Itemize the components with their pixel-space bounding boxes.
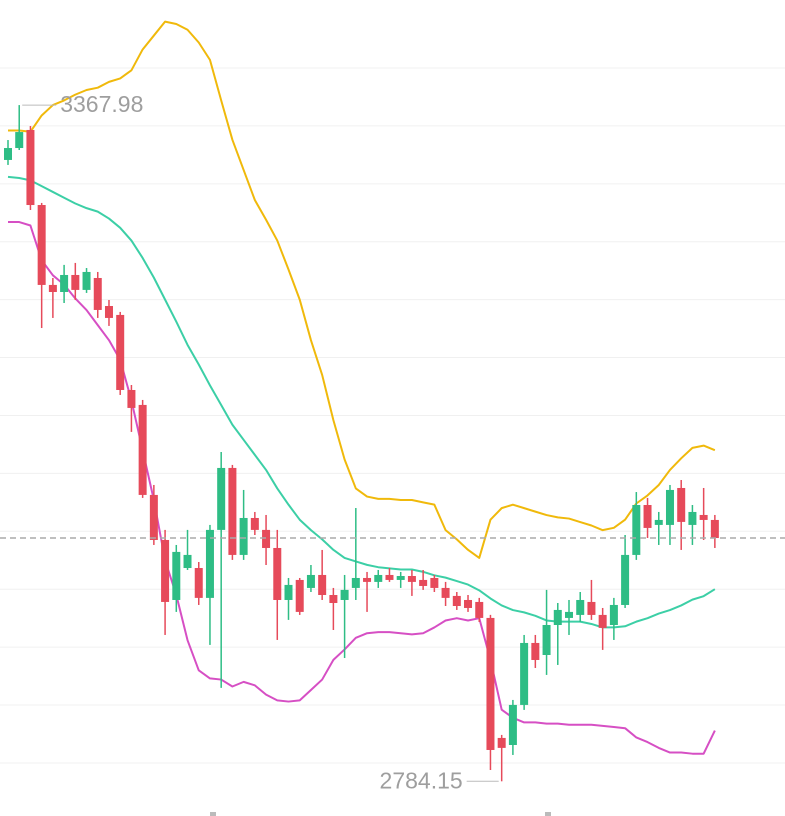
candle-body (26, 129, 35, 206)
candle-body (161, 539, 170, 602)
candle-body (205, 529, 214, 598)
band-line (8, 20, 716, 559)
candle-body (194, 568, 203, 598)
candle-body (486, 617, 495, 750)
candle-body (576, 599, 585, 615)
candle-body (520, 642, 529, 705)
candle-body (306, 574, 315, 588)
candle-body (239, 517, 248, 555)
candle-body (340, 589, 349, 600)
candle-body (37, 205, 46, 285)
candle-body (542, 625, 551, 656)
candle-body (228, 467, 237, 555)
candle-body (452, 595, 461, 607)
candle-body (632, 505, 641, 555)
candles (4, 105, 719, 782)
candle-body (116, 314, 125, 390)
candle-body (643, 505, 652, 528)
candle-body (363, 577, 372, 582)
candle-body (654, 519, 663, 525)
candle-body (565, 611, 573, 618)
candle-body (93, 277, 102, 310)
candle-body (531, 642, 540, 660)
candle-body (430, 577, 439, 588)
candle-body (407, 576, 416, 582)
candle-body (553, 609, 562, 626)
candle-body (587, 601, 596, 615)
min-label: 2784.15 (380, 767, 463, 793)
annotations: 3367.98 2784.15 (0, 91, 785, 793)
candle-body (710, 519, 719, 539)
candle-body (318, 574, 327, 596)
candle-body (464, 599, 473, 608)
candle-body (149, 494, 158, 540)
candle-body (508, 704, 517, 745)
candle-body (497, 737, 506, 748)
candle-body (262, 529, 271, 548)
candle-body (665, 489, 674, 525)
candle-body (677, 487, 686, 522)
candle-body (374, 574, 383, 582)
max-label: 3367.98 (60, 91, 143, 117)
candle-body (4, 148, 12, 160)
candle-body (699, 514, 708, 520)
candle-body (441, 587, 450, 598)
candle-body (217, 467, 226, 530)
candle-body (329, 595, 338, 603)
candle-body (104, 306, 113, 318)
candle-body (250, 517, 259, 530)
candle-body (598, 614, 607, 628)
candle-body (295, 579, 304, 612)
bands (7, 20, 716, 755)
grid (0, 67, 785, 764)
candle-body (127, 389, 136, 408)
candle-body (284, 584, 293, 600)
candle-body (273, 547, 282, 600)
candle-body (48, 284, 57, 292)
candle-body (183, 554, 192, 569)
candle-body (138, 404, 147, 495)
candle-body (385, 574, 394, 580)
candle-body (60, 274, 69, 292)
candle-body (621, 554, 630, 605)
candle-body (475, 601, 484, 618)
candle-body (419, 579, 428, 586)
candle-body (172, 551, 181, 600)
candle-body (688, 511, 697, 525)
band-line (8, 221, 716, 755)
candle-body (609, 604, 618, 626)
band-line (7, 175, 716, 629)
candle-body (15, 132, 24, 149)
candle-body (351, 577, 360, 588)
candle-body (396, 576, 405, 580)
candle-body (71, 274, 80, 290)
candle-body (82, 271, 91, 290)
